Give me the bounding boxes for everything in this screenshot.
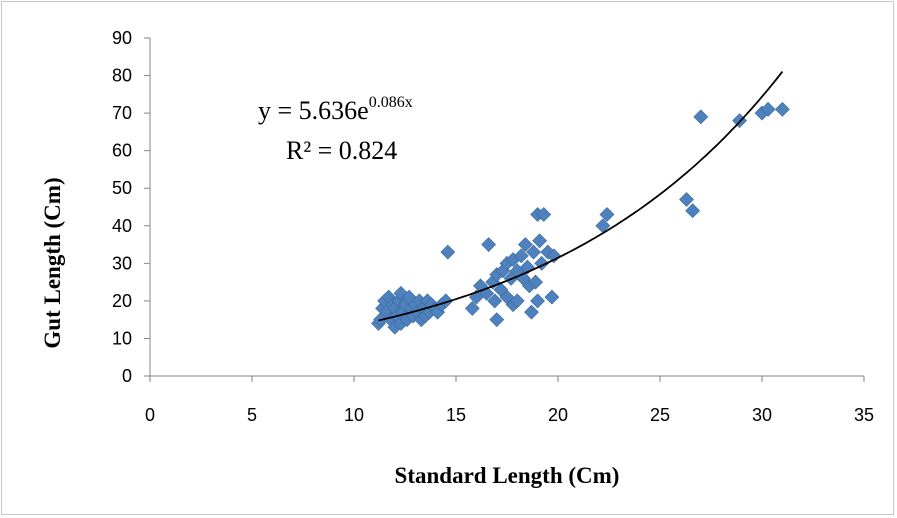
- x-tick-label: 15: [446, 405, 466, 425]
- y-tick-label: 20: [112, 291, 132, 311]
- data-point: [760, 101, 776, 117]
- data-point: [517, 237, 533, 252]
- equation-exponent: 0.086x: [369, 94, 413, 111]
- data-point: [599, 207, 615, 222]
- data-point: [544, 289, 560, 305]
- trendline-equation: y = 5.636e0.086x: [258, 94, 413, 125]
- x-tick-label: 0: [145, 405, 155, 425]
- data-point: [438, 293, 454, 309]
- data-point: [540, 244, 556, 260]
- data-points: [371, 101, 790, 335]
- y-tick-label: 30: [112, 253, 132, 273]
- x-tick-label: 10: [344, 405, 364, 425]
- y-tick-label: 70: [112, 103, 132, 123]
- trendline: [378, 71, 784, 322]
- data-point: [481, 237, 497, 252]
- r-squared-label: R² = 0.824: [286, 136, 397, 165]
- y-tick-label: 80: [112, 66, 132, 86]
- x-tick-label: 5: [247, 405, 257, 425]
- data-point: [526, 244, 541, 260]
- data-point: [524, 304, 539, 320]
- data-point: [546, 248, 562, 264]
- data-point: [440, 244, 456, 260]
- data-point: [774, 101, 790, 117]
- equation-base: y = 5.636e: [258, 96, 369, 125]
- data-point: [464, 300, 480, 316]
- x-tick-label: 20: [548, 405, 568, 425]
- data-point: [528, 274, 543, 290]
- y-tick-label: 0: [122, 366, 132, 386]
- x-tick-label: 35: [854, 405, 874, 425]
- data-point: [513, 248, 529, 264]
- data-point: [536, 207, 552, 222]
- data-point: [487, 293, 503, 309]
- y-tick-label: 90: [112, 28, 132, 48]
- x-tick-label: 25: [650, 405, 670, 425]
- x-axis-title: Standard Length (Cm): [395, 463, 620, 488]
- data-point: [530, 293, 546, 309]
- tick-labels: 0 5 10 15 20 25 30 35 0 10 20 30 40 50 60 70 80 90: [112, 28, 874, 425]
- y-tick-label: 50: [112, 178, 132, 198]
- data-point: [685, 203, 701, 219]
- y-tick-label: 60: [112, 141, 132, 161]
- y-tick-label: 10: [112, 328, 132, 348]
- data-point: [509, 293, 525, 309]
- y-axis-title: Gut Length (Cm): [40, 177, 65, 348]
- x-tick-label: 30: [752, 405, 772, 425]
- y-tick-label: 40: [112, 216, 132, 236]
- axes: [144, 37, 865, 382]
- data-point: [489, 312, 505, 328]
- data-point: [679, 192, 694, 207]
- data-point: [693, 109, 709, 125]
- data-point: [532, 233, 548, 249]
